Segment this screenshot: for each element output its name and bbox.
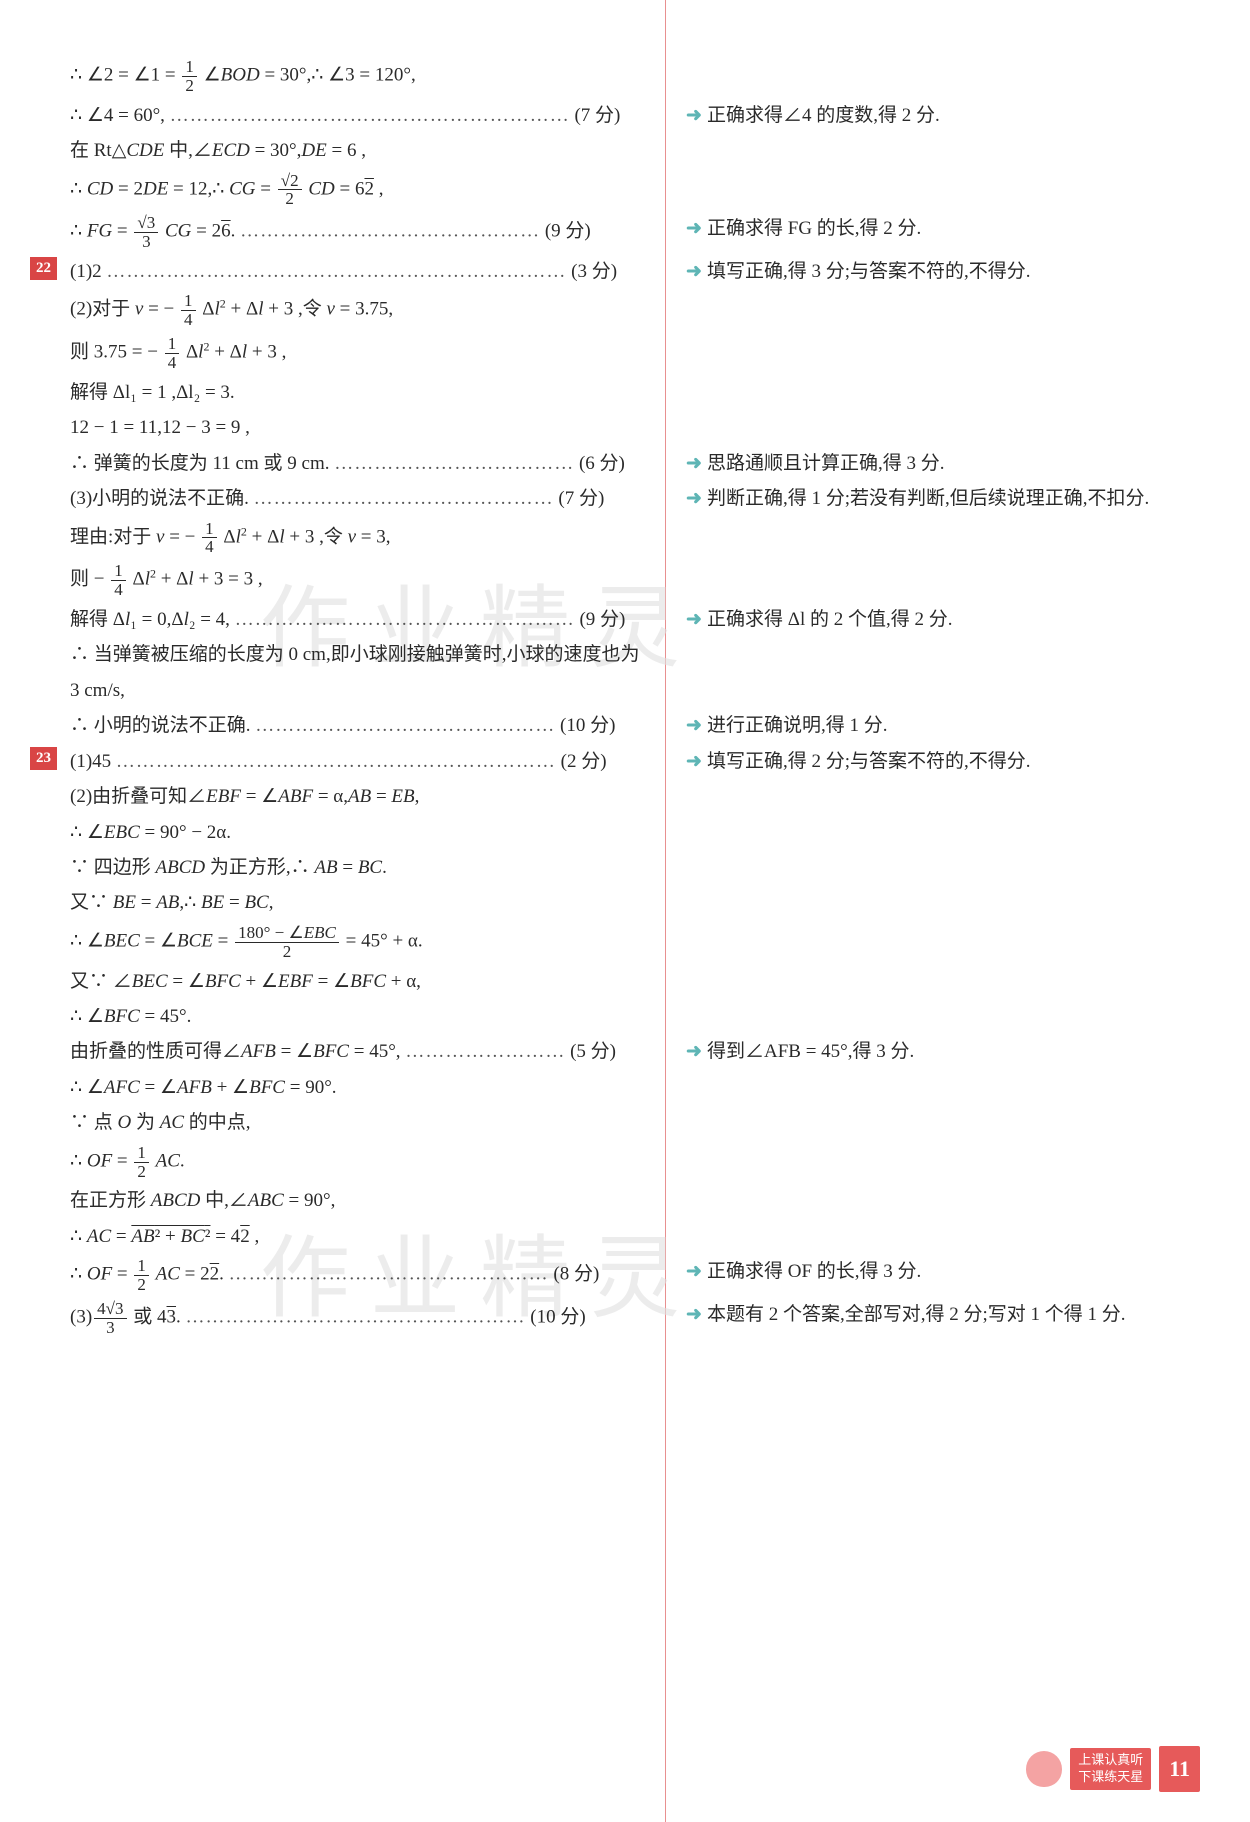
rubric-text: ➜正确求得∠4 的度数,得 2 分. <box>660 101 1180 130</box>
line-text: 解得 Δl₁ = 1 ,Δl₂ = 3. <box>70 378 660 407</box>
line-text: 则 3.75 = − 14 Δl2 + Δl + 3 , <box>70 335 660 372</box>
line-text: 在正方形 ABCD 中,∠ABC = 90°, <box>70 1186 660 1215</box>
line-text: ∴ ∠2 = ∠1 = 12 ∠BOD = 30°,∴ ∠3 = 120°, <box>70 58 660 95</box>
line-text: 3 cm/s, <box>70 676 660 705</box>
page-footer: 上课认真听下课练天星 11 <box>1026 1746 1200 1792</box>
arrow-icon: ➜ <box>686 101 704 130</box>
line-text: ∴ ∠EBC = 90° − 2α. <box>70 818 660 847</box>
arrow-icon: ➜ <box>686 1037 704 1066</box>
line-text: 又∵ ∠BEC = ∠BFC + ∠EBF = ∠BFC + α, <box>70 967 660 996</box>
arrow-icon: ➜ <box>686 605 704 634</box>
line-text: 12 − 1 = 11,12 − 3 = 9 , <box>70 413 660 442</box>
line-text: (2)对于 v = − 14 Δl2 + Δl + 3 ,令 v = 3.75, <box>70 292 660 329</box>
rubric-text: ➜正确求得 FG 的长,得 2 分. <box>660 214 1180 243</box>
line-text: 在 Rt△CDE 中,∠ECD = 30°,DE = 6 , <box>70 136 660 165</box>
line-text: 23(1)45 ………………………………………………………… (2 分) <box>70 747 660 776</box>
arrow-icon: ➜ <box>686 747 704 776</box>
arrow-icon: ➜ <box>686 214 704 243</box>
arrow-icon: ➜ <box>686 1300 704 1329</box>
rubric-text: ➜正确求得 Δl 的 2 个值,得 2 分. <box>660 605 1180 634</box>
rubric-text: ➜填写正确,得 2 分;与答案不符的,不得分. <box>660 747 1180 776</box>
question-number-23: 23 <box>30 747 57 771</box>
arrow-icon: ➜ <box>686 449 704 478</box>
line-text: (2)由折叠可知∠EBF = ∠ABF = α,AB = EB, <box>70 782 660 811</box>
line-text: (3)小明的说法不正确. ……………………………………… (7 分) <box>70 484 660 513</box>
rubric-text: ➜正确求得 OF 的长,得 3 分. <box>660 1257 1180 1286</box>
rubric-text: ➜本题有 2 个答案,全部写对,得 2 分;写对 1 个得 1 分. <box>660 1300 1180 1329</box>
rubric-text: ➜进行正确说明,得 1 分. <box>660 711 1180 740</box>
line-text: 由折叠的性质可得∠AFB = ∠BFC = 45°, …………………… (5 分… <box>70 1037 660 1066</box>
footer-tag: 上课认真听下课练天星 <box>1070 1748 1151 1790</box>
arrow-icon: ➜ <box>686 484 704 513</box>
line-text: (3)4√33 或 43. …………………………………………… (10 分) <box>70 1300 660 1337</box>
rubric-text: ➜得到∠AFB = 45°,得 3 分. <box>660 1037 1180 1066</box>
line-text: ∴ OF = 12 AC. <box>70 1144 660 1181</box>
rubric-text: ➜填写正确,得 3 分;与答案不符的,不得分. <box>660 257 1180 286</box>
line-text: 解得 Δl₁ = 0,Δl₂ = 4, …………………………………………… (9… <box>70 605 660 634</box>
arrow-icon: ➜ <box>686 711 704 740</box>
line-text: ∵ 四边形 ABCD 为正方形,∴ AB = BC. <box>70 853 660 882</box>
line-text: ∴ FG = √33 CG = 26. ……………………………………… (9 分… <box>70 214 660 251</box>
line-text: 理由:对于 v = − 14 Δl2 + Δl + 3 ,令 v = 3, <box>70 520 660 557</box>
question-number-22: 22 <box>30 257 57 281</box>
arrow-icon: ➜ <box>686 1257 704 1286</box>
line-text: 又∵ BE = AB,∴ BE = BC, <box>70 888 660 917</box>
page-number: 11 <box>1159 1746 1200 1792</box>
line-text: ∴ 弹簧的长度为 11 cm 或 9 cm. ……………………………… (6 分… <box>70 449 660 478</box>
line-text: ∵ 点 O 为 AC 的中点, <box>70 1108 660 1137</box>
arrow-icon: ➜ <box>686 257 704 286</box>
line-text: ∴ 小明的说法不正确. ……………………………………… (10 分) <box>70 711 660 740</box>
line-text: ∴ 当弹簧被压缩的长度为 0 cm,即小球刚接触弹簧时,小球的速度也为 <box>70 640 660 669</box>
line-text: ∴ CD = 2DE = 12,∴ CG = √22 CD = 62 , <box>70 172 660 209</box>
line-text: 22(1)2 …………………………………………………………… (3 分) <box>70 257 660 286</box>
line-text: ∴ AC = AB² + BC² = 42 , <box>70 1222 660 1251</box>
rubric-text: ➜判断正确,得 1 分;若没有判断,但后续说理正确,不扣分. <box>660 484 1180 513</box>
line-text: 则 − 14 Δl2 + Δl + 3 = 3 , <box>70 562 660 599</box>
mascot-icon <box>1026 1751 1062 1787</box>
line-text: ∴ ∠BFC = 45°. <box>70 1002 660 1031</box>
line-text: ∴ ∠AFC = ∠AFB + ∠BFC = 90°. <box>70 1073 660 1102</box>
rubric-text: ➜思路通顺且计算正确,得 3 分. <box>660 449 1180 478</box>
line-text: ∴ OF = 12 AC = 22. ………………………………………… (8 分… <box>70 1257 660 1294</box>
line-text: ∴ ∠BEC = ∠BCE = 180° − ∠EBC2 = 45° + α. <box>70 924 660 961</box>
line-text: ∴ ∠4 = 60°, …………………………………………………… (7 分) <box>70 101 660 130</box>
page-container: 作业精灵 作业精灵 ∴ ∠2 = ∠1 = 12 ∠BOD = 30°,∴ ∠3… <box>0 0 1250 1822</box>
